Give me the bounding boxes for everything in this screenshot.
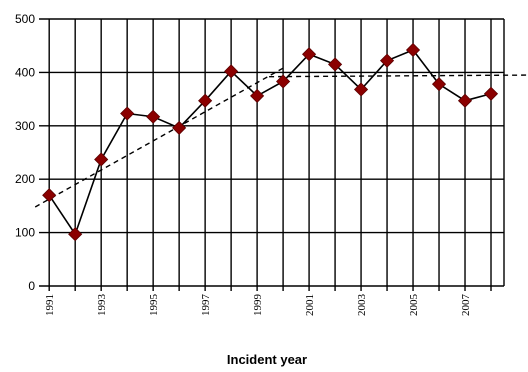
y-tick-label: 0 [28,279,35,293]
x-axis-label: Incident year [227,352,307,367]
data-point-marker [94,152,109,167]
data-point-marker [328,57,343,72]
y-tick-label: 200 [15,172,35,186]
x-tick-label: 1999 [252,294,264,317]
data-point-marker [250,88,265,103]
x-tick-label: 2003 [356,294,368,317]
trendline [269,74,528,78]
y-tick-label: 400 [15,65,35,79]
trendlines [34,67,528,208]
y-tick-label: 500 [15,12,35,26]
y-tick-label: 300 [15,119,35,133]
data-series [42,42,499,242]
data-point-marker [457,93,473,108]
x-tick-label: 1991 [44,294,56,316]
data-point-marker [198,93,213,108]
grid-lines [39,18,505,291]
x-tick-label: 2007 [460,294,472,317]
data-point-marker [431,77,447,92]
x-axis-ticks: 1991 1993 1995 1997 1999 2001 2003 2005 2007 [44,294,472,317]
data-point-marker [276,74,291,89]
x-tick-label: 2005 [408,294,420,317]
data-point-marker [483,86,499,101]
data-point-marker [379,53,395,68]
series-line [48,48,492,236]
data-point-marker [302,47,317,62]
data-point-marker [120,106,135,121]
data-point-marker [172,120,187,136]
data-point-marker [224,64,239,79]
x-tick-label: 1995 [148,294,160,317]
x-tick-label: 1997 [200,294,212,317]
y-axis-ticks: 0 100 200 300 400 500 [15,12,35,293]
data-point-marker [405,42,421,58]
trendline [34,67,284,208]
data-point-marker [68,227,83,242]
data-point-marker [146,109,161,124]
data-point-marker [353,82,369,97]
x-tick-label: 2001 [304,294,316,316]
data-point-marker [42,188,57,203]
y-tick-label: 100 [15,226,35,240]
x-tick-label: 1993 [96,294,108,317]
